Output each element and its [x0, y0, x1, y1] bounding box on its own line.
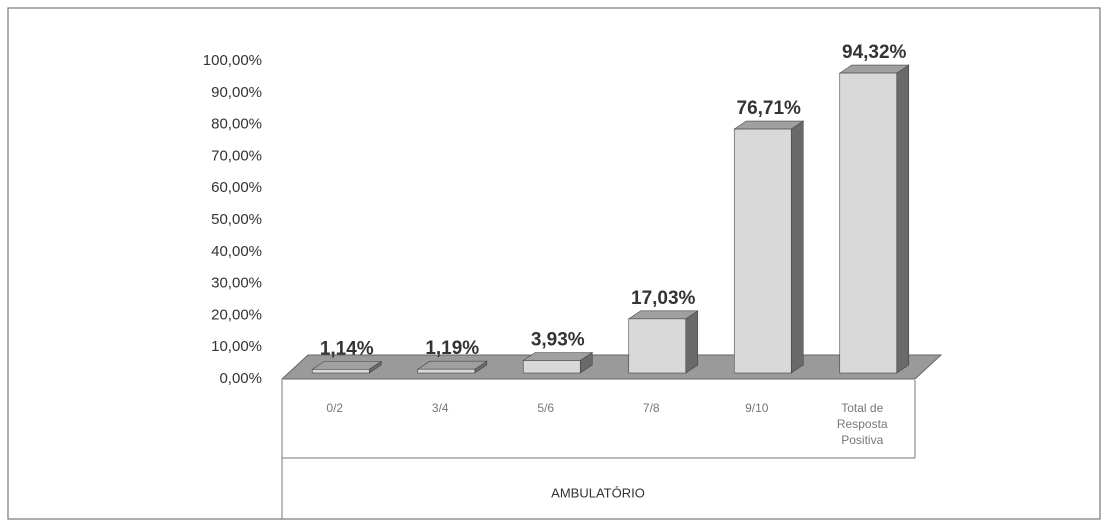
x-axis-label: AMBULATÓRIO	[551, 485, 645, 500]
value-label: 76,71%	[737, 98, 802, 119]
chart-border	[7, 7, 1101, 520]
y-tick-label: 30,00%	[211, 275, 262, 292]
bar	[311, 369, 370, 374]
y-tick-label: 100,00%	[203, 52, 262, 69]
y-tick-label: 20,00%	[211, 306, 262, 323]
x-tick-label: 5/6	[537, 401, 555, 415]
y-tick-label: 80,00%	[211, 116, 262, 133]
bar	[839, 72, 898, 374]
bar	[628, 318, 687, 374]
bar	[417, 368, 476, 374]
y-tick-label: 0,00%	[219, 370, 262, 387]
y-tick-label: 10,00%	[211, 338, 262, 355]
bar-top	[733, 120, 805, 130]
value-label: 3,93%	[531, 330, 585, 351]
x-tick-label: 9/10	[745, 401, 769, 415]
bar-top	[416, 360, 488, 370]
y-tick-label: 70,00%	[211, 147, 262, 164]
bar	[733, 128, 792, 374]
bar-side	[896, 64, 910, 374]
bar-side	[685, 310, 699, 374]
x-tick-label: 7/8	[642, 401, 660, 415]
y-tick-label: 40,00%	[211, 243, 262, 260]
value-label: 1,19%	[425, 338, 479, 359]
bar	[522, 360, 581, 374]
value-label: 1,14%	[320, 338, 374, 359]
bar-side	[790, 120, 804, 374]
x-tick-label: 3/4	[431, 401, 449, 415]
x-tick-label: 0/2	[326, 401, 344, 415]
y-tick-label: 50,00%	[211, 211, 262, 228]
bar-top	[311, 361, 383, 370]
y-tick-label: 60,00%	[211, 179, 262, 196]
value-label: 17,03%	[631, 288, 696, 309]
x-tick-label: Total de Resposta Positiva	[836, 401, 888, 447]
bar-top	[522, 352, 594, 361]
bar-top	[627, 310, 699, 320]
bar-top	[838, 64, 910, 74]
y-tick-label: 90,00%	[211, 84, 262, 101]
value-label: 94,32%	[842, 42, 907, 63]
